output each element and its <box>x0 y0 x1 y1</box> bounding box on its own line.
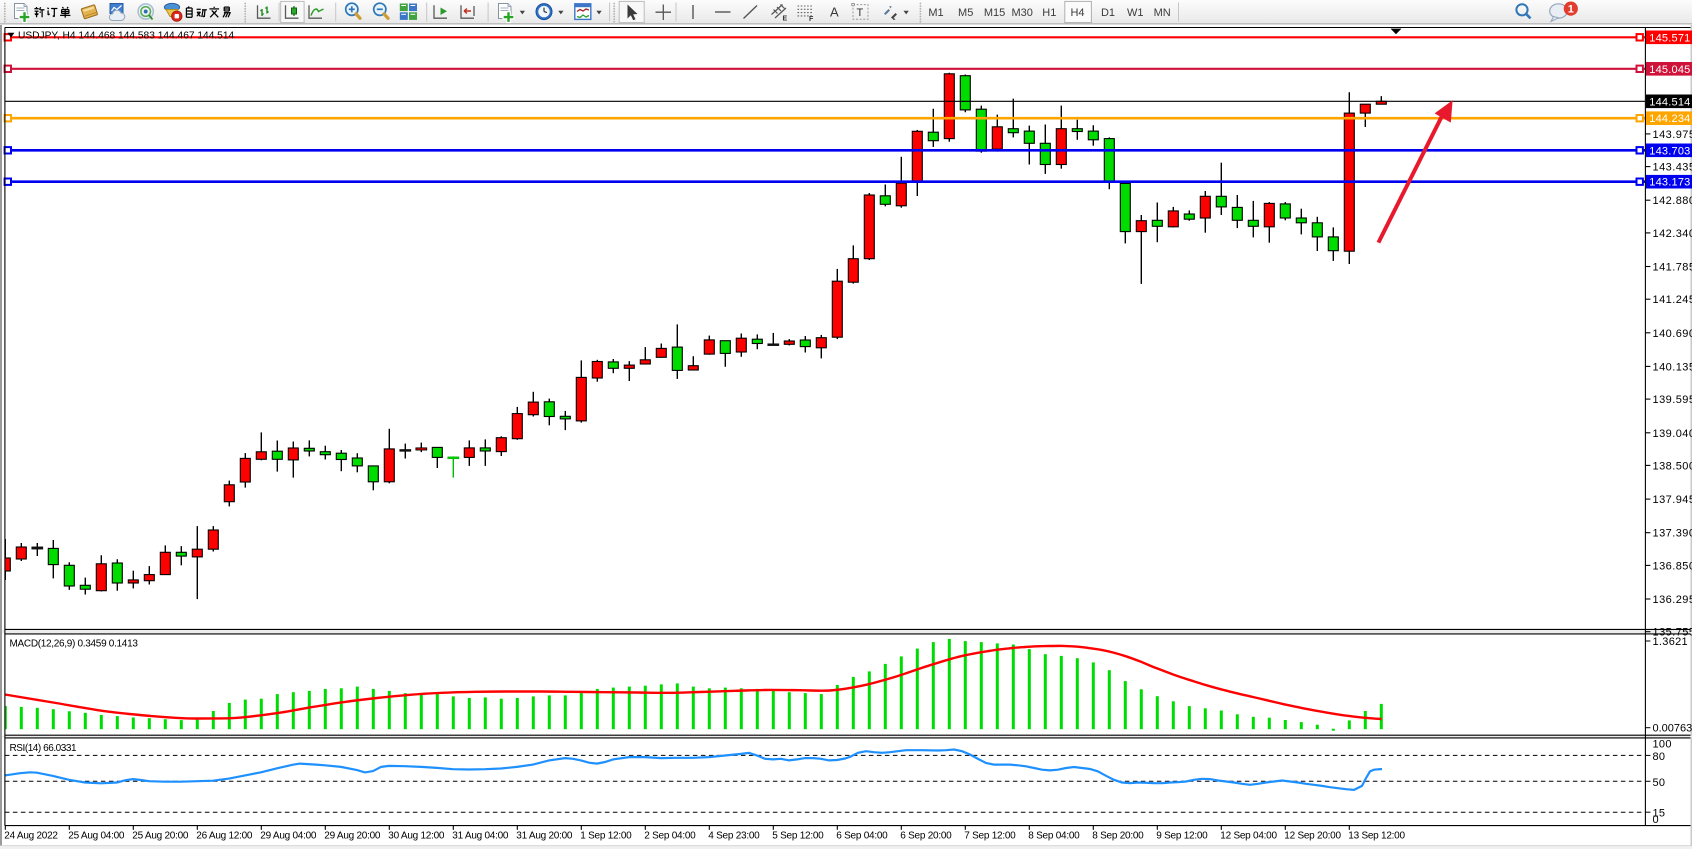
svg-text:30 Aug 12:00: 30 Aug 12:00 <box>388 831 445 842</box>
svg-text:M5: M5 <box>958 7 973 19</box>
svg-text:12 Sep 20:00: 12 Sep 20:00 <box>1284 831 1341 842</box>
svg-text:M30: M30 <box>1011 7 1032 19</box>
svg-text:0.00763: 0.00763 <box>1653 723 1692 735</box>
svg-text:H1: H1 <box>1042 7 1056 19</box>
svg-text:4 Sep 23:00: 4 Sep 23:00 <box>708 831 760 842</box>
svg-text:5 Sep 12:00: 5 Sep 12:00 <box>772 831 824 842</box>
svg-text:USDJPY, H4 144.468 144.583 14: USDJPY, H4 144.468 144.583 144.467 144.5… <box>18 30 235 41</box>
svg-text:144.514: 144.514 <box>1649 96 1690 108</box>
svg-text:143.975: 143.975 <box>1653 129 1692 141</box>
svg-text:1.3621: 1.3621 <box>1653 636 1688 648</box>
svg-text:9 Sep 12:00: 9 Sep 12:00 <box>1156 831 1208 842</box>
svg-text:140.135: 140.135 <box>1653 361 1692 373</box>
svg-text:8 Sep 20:00: 8 Sep 20:00 <box>1092 831 1144 842</box>
svg-text:6 Sep 20:00: 6 Sep 20:00 <box>900 831 952 842</box>
svg-text:80: 80 <box>1653 751 1666 763</box>
svg-text:141.785: 141.785 <box>1653 262 1692 274</box>
svg-text:139.040: 139.040 <box>1653 428 1692 440</box>
svg-text:W1: W1 <box>1127 7 1144 19</box>
svg-text:2 Sep 04:00: 2 Sep 04:00 <box>644 831 696 842</box>
svg-text:29 Aug 20:00: 29 Aug 20:00 <box>324 831 381 842</box>
svg-text:140.690: 140.690 <box>1653 328 1692 340</box>
svg-text:31 Aug 04:00: 31 Aug 04:00 <box>452 831 509 842</box>
svg-text:136.295: 136.295 <box>1653 594 1692 606</box>
svg-text:50: 50 <box>1653 777 1666 789</box>
svg-text:D1: D1 <box>1101 7 1115 19</box>
svg-text:F: F <box>809 16 814 23</box>
svg-text:100: 100 <box>1653 738 1672 750</box>
svg-text:0: 0 <box>1653 814 1659 826</box>
svg-text:139.595: 139.595 <box>1653 394 1692 406</box>
svg-text:145.571: 145.571 <box>1649 32 1690 44</box>
svg-text:142.340: 142.340 <box>1653 228 1692 240</box>
svg-text:A: A <box>830 5 839 20</box>
svg-text:25 Aug 20:00: 25 Aug 20:00 <box>132 831 189 842</box>
svg-text:RSI(14) 66.0331: RSI(14) 66.0331 <box>10 743 78 754</box>
svg-text:141.245: 141.245 <box>1653 294 1692 306</box>
svg-text:26 Aug 12:00: 26 Aug 12:00 <box>196 831 253 842</box>
svg-text:T: T <box>857 7 864 19</box>
svg-text:29 Aug 04:00: 29 Aug 04:00 <box>260 831 317 842</box>
svg-text:6 Sep 04:00: 6 Sep 04:00 <box>836 831 888 842</box>
svg-text:1: 1 <box>1568 4 1574 16</box>
svg-text:15: 15 <box>1653 808 1666 820</box>
svg-text:1 Sep 12:00: 1 Sep 12:00 <box>580 831 632 842</box>
svg-text:12 Sep 04:00: 12 Sep 04:00 <box>1220 831 1277 842</box>
svg-text:8 Sep 04:00: 8 Sep 04:00 <box>1028 831 1080 842</box>
svg-text:135.755: 135.755 <box>1653 627 1692 639</box>
svg-text:136.850: 136.850 <box>1653 560 1692 572</box>
svg-text:13 Sep 12:00: 13 Sep 12:00 <box>1348 831 1405 842</box>
svg-text:143.173: 143.173 <box>1649 177 1690 189</box>
svg-text:E: E <box>783 16 788 23</box>
svg-text:M15: M15 <box>984 7 1005 19</box>
svg-text:137.945: 137.945 <box>1653 494 1692 506</box>
svg-text:MN: MN <box>1154 7 1171 19</box>
svg-text:31 Aug 20:00: 31 Aug 20:00 <box>516 831 573 842</box>
svg-text:143.703: 143.703 <box>1649 145 1690 157</box>
svg-text:H4: H4 <box>1070 7 1084 19</box>
svg-text:145.045: 145.045 <box>1649 64 1690 76</box>
svg-text:137.390: 137.390 <box>1653 528 1692 540</box>
svg-text:24 Aug 2022: 24 Aug 2022 <box>4 831 58 842</box>
svg-text:142.880: 142.880 <box>1653 195 1692 207</box>
svg-text:143.435: 143.435 <box>1653 162 1692 174</box>
svg-text:144.234: 144.234 <box>1649 113 1690 125</box>
svg-text:7 Sep 12:00: 7 Sep 12:00 <box>964 831 1016 842</box>
svg-text:M1: M1 <box>928 7 943 19</box>
svg-text:25 Aug 04:00: 25 Aug 04:00 <box>68 831 125 842</box>
svg-text:138.500: 138.500 <box>1653 460 1692 472</box>
svg-text:MACD(12,26,9) 0.3459 0.1413: MACD(12,26,9) 0.3459 0.1413 <box>10 639 139 650</box>
